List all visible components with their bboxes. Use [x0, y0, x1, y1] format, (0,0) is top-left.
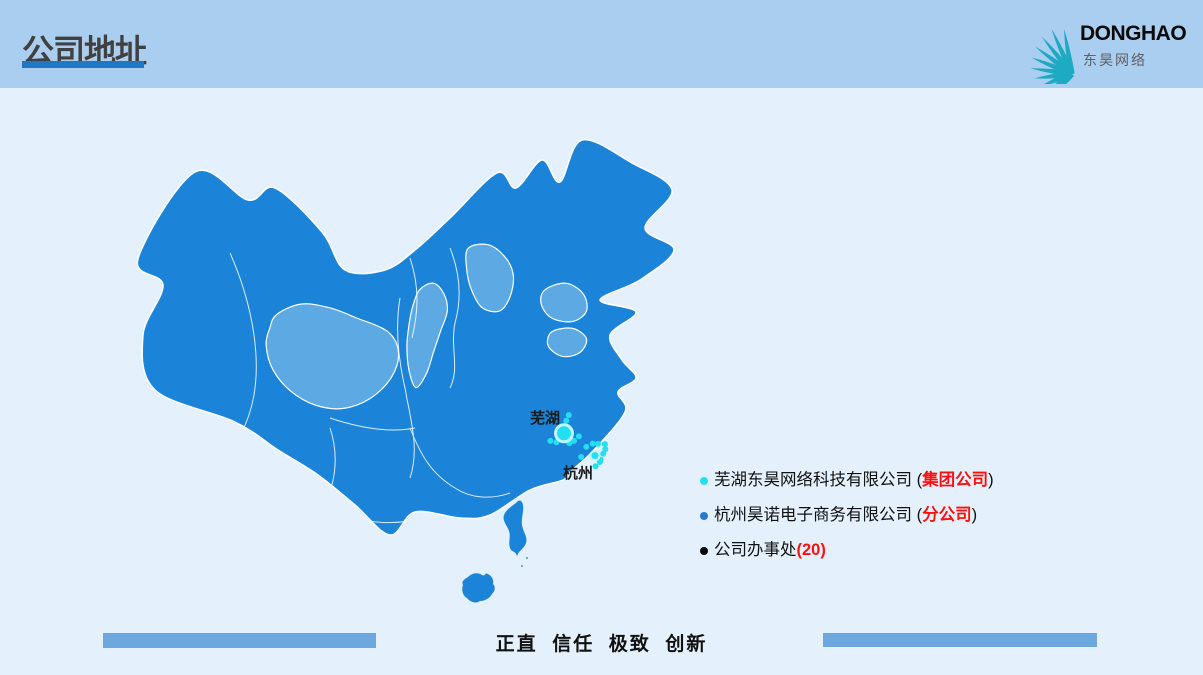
svg-text:芜湖: 芜湖: [530, 409, 560, 427]
svg-text:杭州: 杭州: [563, 464, 593, 482]
